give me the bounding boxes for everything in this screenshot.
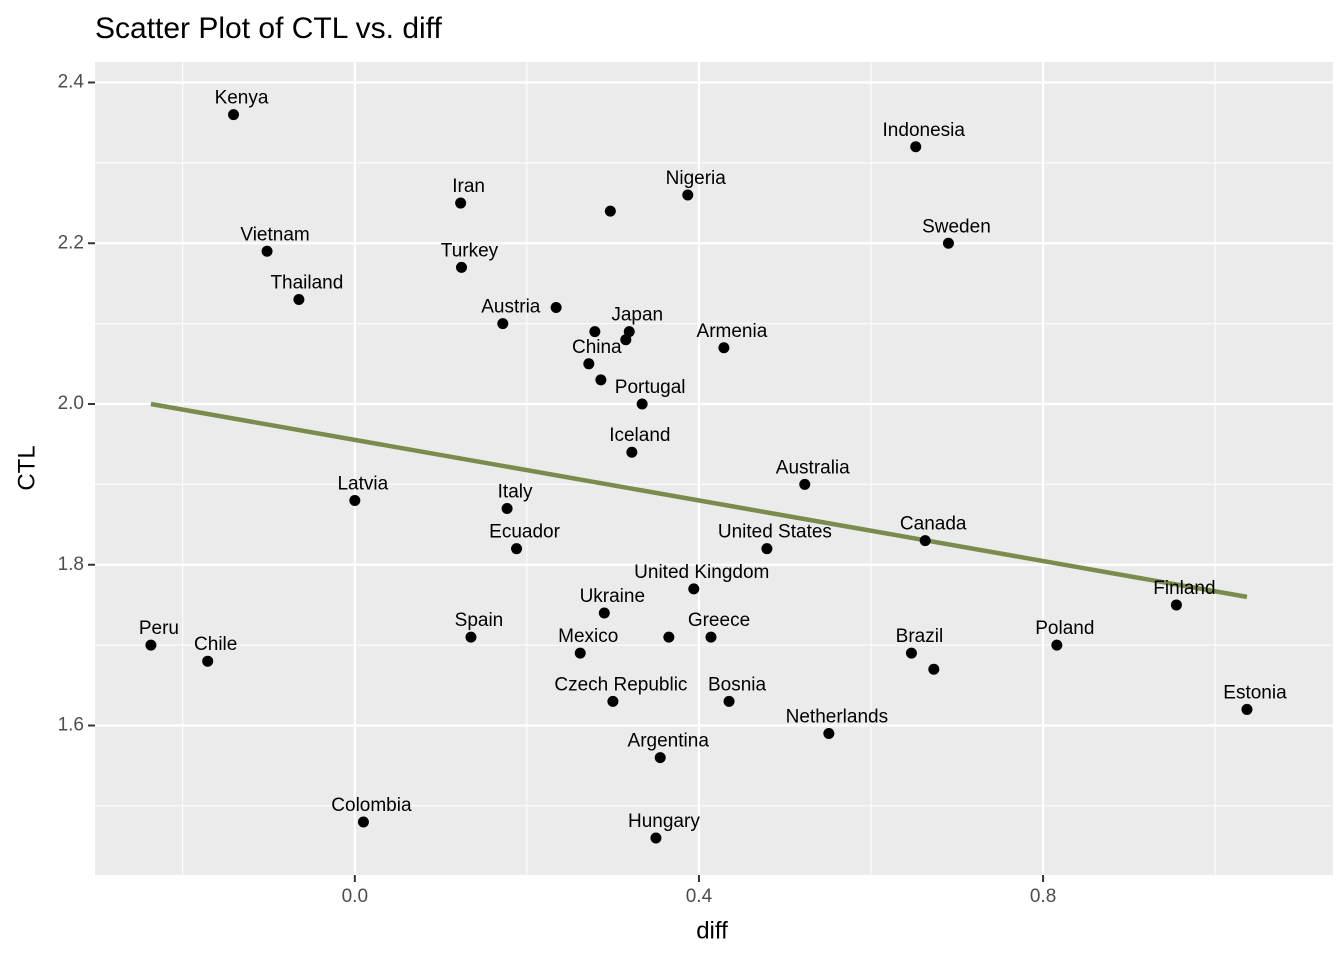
point-label: Australia: [776, 457, 850, 478]
point: [761, 543, 773, 555]
panel: [95, 62, 1333, 875]
point-label: Thailand: [270, 273, 343, 294]
point-label: China: [572, 337, 622, 358]
trend-line: [150, 401, 1248, 600]
point: [1051, 639, 1063, 651]
point: [626, 446, 638, 458]
point-label: Estonia: [1223, 682, 1287, 703]
point: [455, 197, 467, 209]
point: [905, 647, 917, 659]
point-label: Bosnia: [708, 674, 767, 695]
point-label: Italy: [498, 482, 533, 503]
point: [654, 752, 666, 764]
point: [919, 535, 931, 547]
point-label: Kenya: [215, 88, 269, 109]
point-label: Argentina: [628, 731, 710, 752]
point: [497, 318, 509, 330]
point: [465, 631, 477, 643]
point: [455, 261, 467, 273]
point: [261, 245, 273, 257]
point: [636, 398, 648, 410]
point-label: Spain: [455, 610, 504, 631]
point-label: United Kingdom: [634, 562, 769, 583]
x-tick-label: 0.0: [342, 886, 368, 907]
point: [688, 583, 700, 595]
point-label: Hungary: [628, 811, 700, 832]
point: [620, 334, 632, 346]
point-label: Mexico: [558, 626, 618, 647]
point-label: Brazil: [896, 626, 944, 647]
point-label: Japan: [611, 305, 663, 326]
y-tick-label: 2.2: [58, 232, 84, 253]
point-label: Portugal: [615, 377, 686, 398]
point: [574, 647, 586, 659]
point: [928, 663, 940, 675]
point: [595, 374, 607, 386]
point-label: Peru: [139, 618, 179, 639]
y-axis-title: CTL: [13, 445, 40, 490]
point-label: Czech Republic: [554, 674, 687, 695]
point: [511, 543, 523, 555]
point-label: Nigeria: [666, 168, 727, 189]
point: [589, 326, 601, 338]
point: [663, 631, 675, 643]
y-tick-label: 2.0: [58, 393, 84, 414]
point-label: Greece: [688, 610, 750, 631]
point-label: United States: [718, 522, 832, 543]
chart-title: Scatter Plot of CTL vs. diff: [95, 12, 442, 45]
point: [501, 502, 513, 514]
point: [705, 631, 717, 643]
point: [718, 342, 730, 354]
point-label: Ecuador: [489, 522, 560, 543]
point: [293, 294, 305, 306]
point: [823, 728, 835, 740]
point-label: Netherlands: [786, 707, 888, 728]
point-label: Armenia: [697, 321, 768, 342]
x-tick-label: 0.4: [686, 886, 713, 907]
point-label: Latvia: [337, 473, 388, 494]
y-tick-label: 1.6: [58, 715, 84, 736]
point-label: Finland: [1153, 578, 1215, 599]
point: [799, 478, 811, 490]
point: [604, 205, 616, 217]
point: [650, 832, 662, 844]
point: [349, 494, 361, 506]
point-label: Ukraine: [580, 586, 645, 607]
point: [723, 695, 735, 707]
point: [145, 639, 157, 651]
point-label: Iceland: [609, 425, 670, 446]
point-label: Sweden: [922, 216, 991, 237]
y-tick-label: 2.4: [58, 72, 85, 93]
point: [598, 607, 610, 619]
point: [583, 358, 595, 370]
point-label: Vietnam: [240, 224, 309, 245]
point: [682, 189, 694, 201]
point-label: Turkey: [441, 240, 499, 261]
y-tick-label: 1.8: [58, 554, 84, 575]
point: [228, 109, 240, 121]
point: [607, 695, 619, 707]
point: [357, 816, 369, 828]
x-tick-label: 0.8: [1030, 886, 1056, 907]
point: [1241, 703, 1253, 715]
point-label: Indonesia: [883, 120, 966, 141]
point: [1170, 599, 1182, 611]
x-axis-title: diff: [696, 917, 728, 944]
point: [942, 237, 954, 249]
point-label: Canada: [900, 514, 967, 535]
point: [550, 302, 562, 314]
point-label: Iran: [452, 176, 485, 197]
point-label: Colombia: [331, 795, 412, 816]
point-label: Chile: [194, 634, 237, 655]
point-label: Poland: [1035, 618, 1094, 639]
point: [202, 655, 214, 667]
point: [910, 141, 922, 153]
point-label: Austria: [481, 297, 541, 318]
